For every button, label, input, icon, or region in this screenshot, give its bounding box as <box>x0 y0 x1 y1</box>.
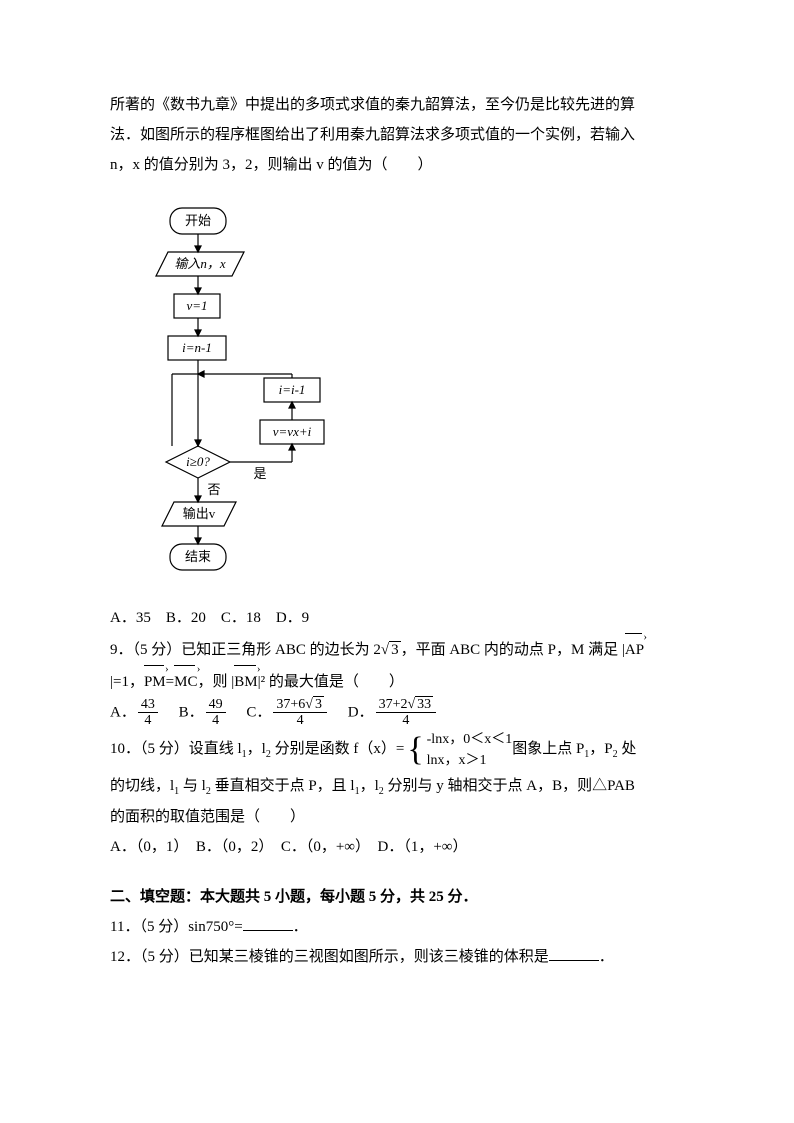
vec-pm: PM <box>144 665 166 697</box>
q10-l2c: 垂直相交于点 P，且 l <box>211 778 355 794</box>
intro-line-1: 所著的《数书九章》中提出的多项式求值的秦九韶算法，至今仍是比较先进的算 <box>110 90 684 120</box>
q9-c-den: 4 <box>273 713 327 728</box>
fc-ii1: i=i-1 <box>279 382 306 397</box>
page: 所著的《数书九章》中提出的多项式求值的秦九韶算法，至今仍是比较先进的算 法．如图… <box>0 0 794 1062</box>
q8-options: A．35 B．20 C．18 D．9 <box>110 603 684 633</box>
q9-line2: |=1，PM=MC，则 |BM|² 的最大值是（ ） <box>110 665 684 697</box>
q9-l2c: |² 的最大值是（ ） <box>258 674 404 690</box>
fc-v1: v=1 <box>186 298 207 313</box>
q9-a-den: 4 <box>138 713 158 728</box>
fc-start: 开始 <box>185 213 211 228</box>
q10-pw1: -lnx，0＜x＜1 <box>427 729 513 750</box>
q10-l1b: ，l <box>247 741 266 757</box>
vec-bm: BM <box>234 665 257 697</box>
q10-pw2: lnx，x＞1 <box>427 750 513 771</box>
q9-b-num: 49 <box>206 697 226 713</box>
intro-line-2: 法．如图所示的程序框图给出了利用秦九韶算法求多项式值的一个实例，若输入 <box>110 120 684 150</box>
q9-a-num: 43 <box>138 697 158 713</box>
q9-l1b: ，平面 ABC 内的动点 P，M 满足 | <box>401 642 625 658</box>
q10-l2d: ，l <box>360 778 379 794</box>
q9-d-sqrt: 33 <box>415 696 433 712</box>
q9-l2a: |=1， <box>110 674 144 690</box>
fc-vvxi: v=vx+i <box>273 424 312 439</box>
q10-l1a: 10．（5 分）设直线 l <box>110 741 242 757</box>
q12-tail: ． <box>599 949 614 965</box>
vec-mc: MC <box>174 665 197 697</box>
q9-c-sqrt: 3 <box>313 696 324 712</box>
q12: 12．（5 分）已知某三棱锥的三视图如图所示，则该三棱锥的体积是 ． <box>110 942 684 972</box>
blank-11 <box>243 930 293 931</box>
q9-l2b: ，则 | <box>197 674 234 690</box>
q9-sqrt1: 3 <box>389 641 401 658</box>
fc-cond: i≥0? <box>186 454 210 469</box>
fc-yes: 是 <box>253 466 266 481</box>
blank-12 <box>549 960 599 961</box>
brace-icon: { <box>407 733 423 767</box>
q9-a: A． <box>110 704 136 720</box>
q9-b: B． <box>164 704 204 720</box>
q12-text: 12．（5 分）已知某三棱锥的三视图如图所示，则该三棱锥的体积是 <box>110 949 549 965</box>
intro-line-3: n，x 的值分别为 3，2，则输出 v 的值为（ ） <box>110 150 684 180</box>
fc-no: 否 <box>207 482 220 497</box>
fc-output: 输出v <box>183 506 216 521</box>
q9-c-num: 37+6 <box>276 697 305 712</box>
q9-d: D． <box>333 704 374 720</box>
q9-l1a: 9．（5 分）已知正三角形 ABC 的边长为 2 <box>110 642 381 658</box>
vec-ap: AP <box>625 633 644 665</box>
q10-l1d: 图象上点 P <box>512 741 584 757</box>
piecewise: -lnx，0＜x＜1 lnx，x＞1 <box>427 729 513 771</box>
q11: 11．（5 分）sin750°= ． <box>110 912 684 942</box>
fc-end: 结束 <box>185 549 211 564</box>
q9-b-den: 4 <box>206 713 226 728</box>
q9-c: C． <box>231 704 271 720</box>
q11-tail: ． <box>293 919 308 935</box>
q10-l2e: 分别与 y 轴相交于点 A，B，则△PAB <box>384 778 635 794</box>
section-2-title: 二、填空题：本大题共 5 小题，每小题 5 分，共 25 分． <box>110 882 684 912</box>
q9-d-num: 37+2 <box>379 697 408 712</box>
q10-l1c: 分别是函数 f（x）= <box>271 741 404 757</box>
q10-options: A．（0，1） B．（0，2） C．（0，+∞） D．（1，+∞） <box>110 832 684 862</box>
q10-line2: 的切线，l1 与 l2 垂直相交于点 P，且 l1，l2 分别与 y 轴相交于点… <box>110 771 684 802</box>
q10-line3: 的面积的取值范围是（ ） <box>110 802 684 832</box>
q9-options: A．434 B．494 C．37+6√34 D．37+2√334 <box>110 697 684 729</box>
q10-l2b: 与 l <box>179 778 206 794</box>
fc-in1: i=n-1 <box>182 340 212 355</box>
q10-line1: 10．（5 分）设直线 l1，l2 分别是函数 f（x）= { -lnx，0＜x… <box>110 729 684 771</box>
q11-text: 11．（5 分）sin750°= <box>110 919 243 935</box>
q10-l2a: 的切线，l <box>110 778 174 794</box>
q10-l1f: 处 <box>618 741 637 757</box>
q10-l1e: ，P <box>589 741 612 757</box>
fc-input: 输入n，x <box>174 256 226 271</box>
q9-d-den: 4 <box>376 713 437 728</box>
qin-flowchart: 开始 输入n，x v=1 i=n-1 i=i-1 v=vx+i i≥0? 输出v… <box>110 188 684 591</box>
